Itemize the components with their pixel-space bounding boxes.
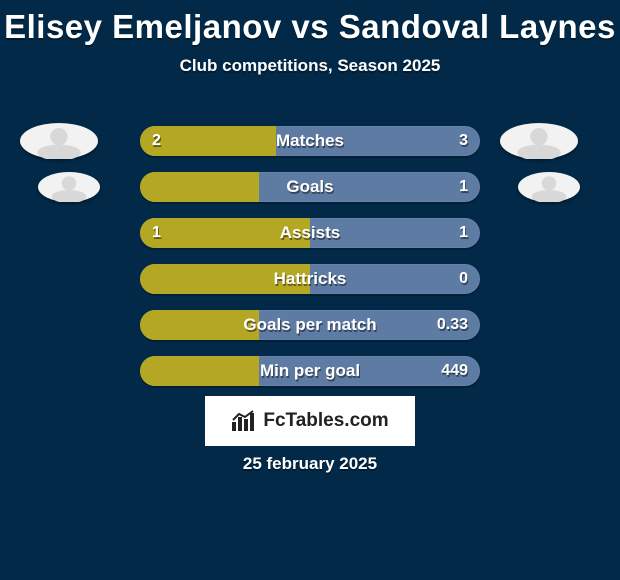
stat-value-right: 1 — [459, 218, 468, 248]
stat-bar-left-fill — [140, 218, 310, 248]
player-left-avatar — [38, 172, 100, 202]
stat-row: Hattricks0 — [0, 256, 620, 302]
stat-bar-left-fill — [140, 126, 276, 156]
brand-badge: FcTables.com — [205, 396, 415, 446]
stat-row: Matches23 — [0, 118, 620, 164]
stat-value-right: 0 — [459, 264, 468, 294]
stat-row: Min per goal449 — [0, 348, 620, 394]
player-right-avatar — [518, 172, 580, 202]
stat-bar-left-fill — [140, 310, 259, 340]
stat-bar: Matches23 — [140, 126, 480, 156]
stat-bar: Hattricks0 — [140, 264, 480, 294]
stat-bar: Min per goal449 — [140, 356, 480, 386]
stat-value-right: 1 — [459, 172, 468, 202]
stat-value-right: 0.33 — [437, 310, 468, 340]
stat-row: Goals per match0.33 — [0, 302, 620, 348]
page-subtitle: Club competitions, Season 2025 — [0, 56, 620, 76]
footer-date: 25 february 2025 — [0, 454, 620, 474]
player-right-avatar — [500, 123, 578, 159]
stat-bar-left-fill — [140, 172, 259, 202]
player-left-avatar — [20, 123, 98, 159]
stat-bar: Goals1 — [140, 172, 480, 202]
stat-bar-left-fill — [140, 356, 259, 386]
stat-bar: Assists11 — [140, 218, 480, 248]
stat-bar-left-fill — [140, 264, 310, 294]
stat-value-right: 3 — [459, 126, 468, 156]
stat-row: Goals1 — [0, 164, 620, 210]
stat-bar: Goals per match0.33 — [140, 310, 480, 340]
comparison-infographic: Elisey Emeljanov vs Sandoval Laynes Club… — [0, 0, 620, 580]
stat-value-right: 449 — [441, 356, 468, 386]
page-title: Elisey Emeljanov vs Sandoval Laynes — [0, 0, 620, 46]
brand-chart-icon — [231, 410, 257, 432]
brand-text: FcTables.com — [263, 410, 388, 432]
stat-rows: Matches23 Goals1 Assists11 Hattricks0 Goals… — [0, 118, 620, 394]
stat-row: Assists11 — [0, 210, 620, 256]
